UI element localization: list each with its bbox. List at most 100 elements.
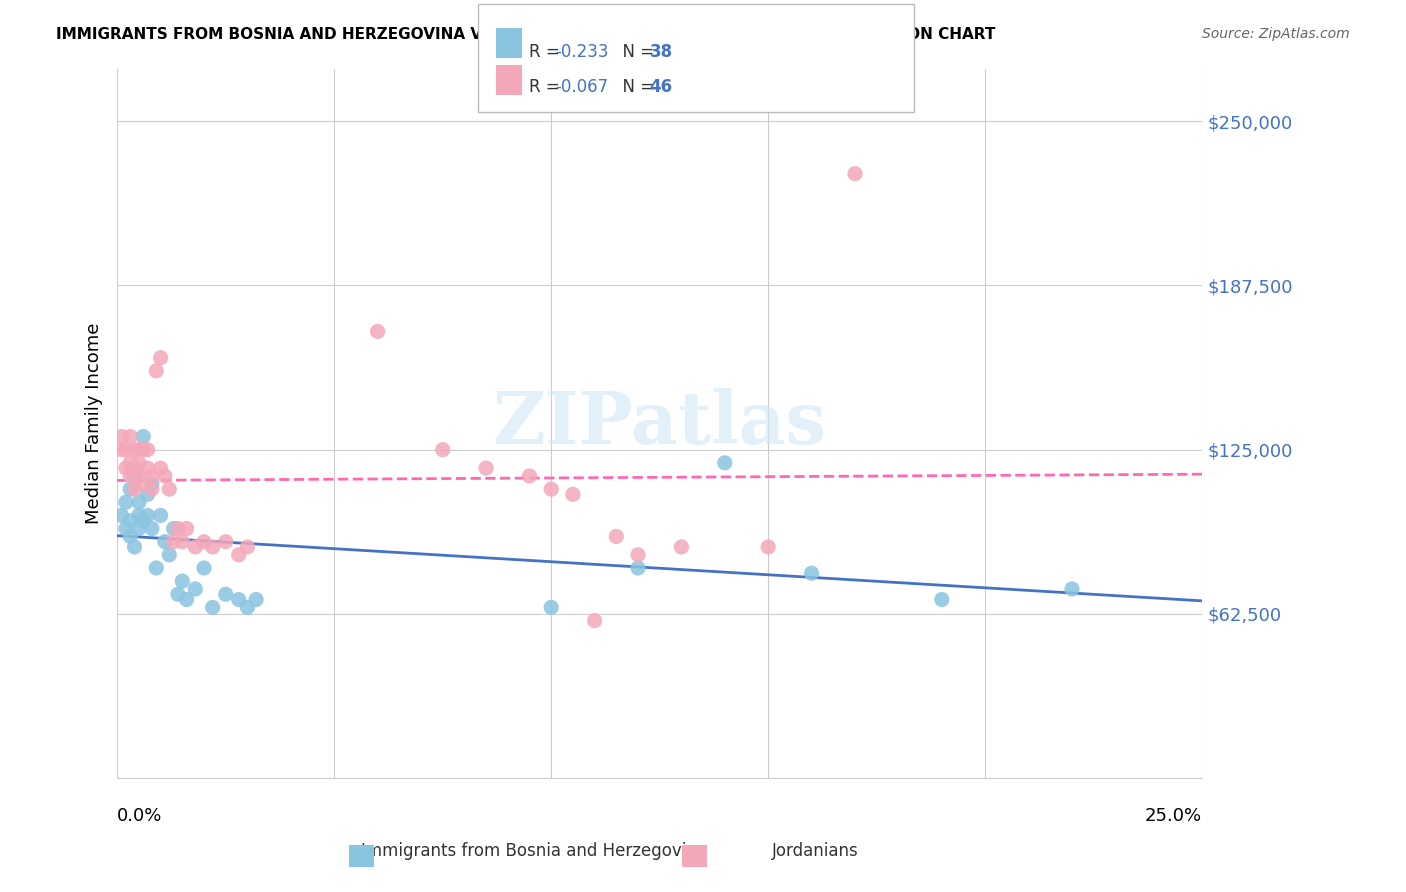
- Point: [124, 442, 146, 457]
- Text: IMMIGRANTS FROM BOSNIA AND HERZEGOVINA VS JORDANIAN MEDIAN FAMILY INCOME CORRELA: IMMIGRANTS FROM BOSNIA AND HERZEGOVINA V…: [56, 27, 995, 42]
- Point: [228, 548, 250, 562]
- Point: [201, 600, 224, 615]
- Point: [124, 540, 146, 554]
- Text: 0.0%: 0.0%: [117, 807, 163, 825]
- Text: -0.233: -0.233: [555, 43, 609, 61]
- Point: [714, 456, 737, 470]
- Point: [153, 469, 176, 483]
- Point: [141, 476, 163, 491]
- Text: 46: 46: [650, 78, 672, 96]
- Point: [120, 529, 142, 543]
- Point: [110, 429, 132, 443]
- Point: [756, 540, 779, 554]
- Point: [157, 482, 180, 496]
- Point: [120, 482, 142, 496]
- Point: [540, 600, 562, 615]
- Point: [627, 548, 650, 562]
- Point: [193, 534, 215, 549]
- Point: [124, 469, 146, 483]
- Point: [540, 482, 562, 496]
- Point: [120, 469, 142, 483]
- Point: [162, 522, 184, 536]
- Point: [110, 508, 132, 523]
- Point: [432, 442, 454, 457]
- Point: [215, 587, 238, 601]
- Point: [128, 442, 150, 457]
- Point: [162, 534, 184, 549]
- Point: [172, 534, 194, 549]
- Point: [120, 514, 142, 528]
- Point: [124, 461, 146, 475]
- Point: [136, 442, 159, 457]
- Point: [128, 522, 150, 536]
- Point: [128, 508, 150, 523]
- Point: [475, 461, 498, 475]
- Point: [157, 548, 180, 562]
- Point: [110, 442, 132, 457]
- Point: [136, 508, 159, 523]
- Point: [215, 534, 238, 549]
- Text: Immigrants from Bosnia and Herzegovina: Immigrants from Bosnia and Herzegovina: [361, 842, 707, 860]
- Point: [120, 456, 142, 470]
- Point: [245, 592, 267, 607]
- Point: [132, 429, 155, 443]
- Point: [176, 592, 198, 607]
- Point: [141, 522, 163, 536]
- Point: [800, 566, 823, 581]
- Text: ZIPatlas: ZIPatlas: [492, 388, 827, 458]
- Point: [115, 495, 138, 509]
- Point: [167, 522, 190, 536]
- Point: [583, 614, 606, 628]
- Point: [1060, 582, 1083, 596]
- Point: [149, 461, 172, 475]
- Point: [176, 522, 198, 536]
- Text: N =: N =: [612, 43, 659, 61]
- Point: [184, 540, 207, 554]
- Point: [132, 442, 155, 457]
- Point: [132, 476, 155, 491]
- Point: [120, 429, 142, 443]
- Text: 25.0%: 25.0%: [1144, 807, 1202, 825]
- Point: [605, 529, 627, 543]
- Point: [201, 540, 224, 554]
- Point: [167, 587, 190, 601]
- Point: [141, 482, 163, 496]
- Point: [149, 351, 172, 365]
- Point: [128, 456, 150, 470]
- Text: R =: R =: [529, 78, 565, 96]
- Point: [153, 534, 176, 549]
- Point: [136, 461, 159, 475]
- Point: [236, 540, 259, 554]
- Point: [844, 167, 866, 181]
- Point: [519, 469, 541, 483]
- Point: [671, 540, 693, 554]
- Text: N =: N =: [612, 78, 659, 96]
- Point: [228, 592, 250, 607]
- Text: Source: ZipAtlas.com: Source: ZipAtlas.com: [1202, 27, 1350, 41]
- Text: Jordanians: Jordanians: [772, 842, 859, 860]
- Y-axis label: Median Family Income: Median Family Income: [86, 323, 103, 524]
- Point: [128, 495, 150, 509]
- Point: [124, 482, 146, 496]
- Point: [115, 461, 138, 475]
- Point: [931, 592, 953, 607]
- Point: [236, 600, 259, 615]
- Point: [184, 582, 207, 596]
- Text: 38: 38: [650, 43, 672, 61]
- Point: [132, 514, 155, 528]
- Point: [193, 561, 215, 575]
- Text: R =: R =: [529, 43, 565, 61]
- Point: [128, 469, 150, 483]
- Point: [149, 508, 172, 523]
- Point: [141, 469, 163, 483]
- Point: [627, 561, 650, 575]
- Point: [115, 522, 138, 536]
- Point: [145, 364, 167, 378]
- Point: [136, 487, 159, 501]
- Point: [367, 325, 389, 339]
- Point: [145, 561, 167, 575]
- Text: -0.067: -0.067: [555, 78, 609, 96]
- Point: [561, 487, 583, 501]
- Point: [172, 574, 194, 588]
- Point: [115, 442, 138, 457]
